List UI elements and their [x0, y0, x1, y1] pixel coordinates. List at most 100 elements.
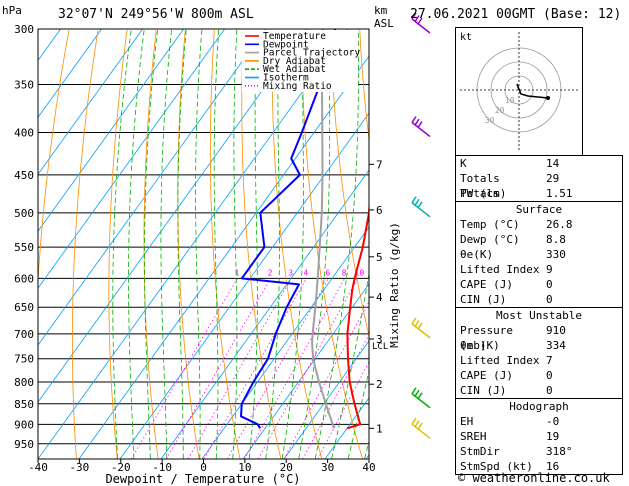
- mixing-ratio-line: [227, 278, 329, 459]
- hodo-row: EH -0: [460, 415, 560, 428]
- mixing-ratio-label: 6: [325, 268, 330, 277]
- wet-adiabat: [144, 29, 159, 459]
- mixing-ratio-label: 3: [288, 268, 293, 277]
- pressure-tick-label: 850: [14, 398, 34, 411]
- isotherm-line: [283, 340, 369, 459]
- datetime-title: 27.06.2021 00GMT (Base: 12): [410, 7, 621, 22]
- parcel-trajectory-line: [311, 29, 335, 429]
- km-tick-label: 1: [376, 422, 383, 435]
- wet-adiabat: [298, 29, 331, 459]
- credit-text: © weatheronline.co.uk: [458, 471, 610, 485]
- wet-adiabat: [177, 29, 187, 459]
- unstable-row: Lifted Index 7: [460, 354, 553, 367]
- wet-adiabat: [112, 29, 132, 459]
- wind-barb: [411, 12, 431, 34]
- km-tick-label: 5: [376, 251, 383, 264]
- pressure-tick-label: 800: [14, 376, 34, 389]
- basic-indices: K 14 Totals Totals 29 PW (cm) 1.51: [455, 155, 623, 202]
- mixing-ratio-label: 1: [234, 268, 239, 277]
- wet-adiabat: [364, 439, 369, 459]
- unstable-row: Pressure (mb) 910: [460, 324, 566, 352]
- pressure-tick-label: 350: [14, 78, 34, 91]
- isotherm-line: [119, 112, 369, 459]
- wind-barb: [411, 196, 431, 218]
- surface-row: CIN (J) 0: [460, 293, 553, 306]
- pressure-tick-label: 600: [14, 272, 34, 285]
- mixing-ratio-line: [302, 333, 369, 459]
- wet-adiabat: [213, 29, 220, 459]
- x-tick-label: 30: [321, 461, 334, 474]
- km-label: km: [374, 4, 388, 17]
- index-row-totals: Totals Totals 29: [460, 172, 560, 200]
- lcl-label: LCL: [372, 342, 388, 352]
- dry-adiabat: [209, 30, 241, 459]
- pressure-tick-label: 750: [14, 353, 34, 366]
- mixing-ratio-line: [165, 278, 271, 459]
- pressure-tick-label: 450: [14, 169, 34, 182]
- hodo-row: StmSpd (kt) 16: [460, 460, 560, 473]
- hodograph-trace: [516, 83, 549, 99]
- surface-row: Lifted Index 9: [460, 263, 553, 276]
- legend-entry: Dewpoint: [263, 39, 309, 50]
- mixing-ratio-line: [187, 278, 292, 459]
- isotherm-line: [242, 283, 369, 459]
- hodograph-box: Hodograph EH -0 SREH 19 StmDir 318° StmSpd …: [455, 399, 623, 475]
- legend-entry: Dry Adiabat: [263, 56, 326, 67]
- km-tick-label: 6: [376, 204, 383, 217]
- dry-adiabat: [330, 30, 369, 338]
- x-tick-label: -40: [28, 461, 48, 474]
- hodograph: kt 10 20 30: [455, 27, 583, 157]
- pressure-tick-label: 400: [14, 127, 34, 140]
- isotherm-line: [38, 29, 307, 403]
- isotherm-line: [160, 169, 369, 459]
- pressure-tick-label: 300: [14, 23, 34, 36]
- legend-entry: Wet Adiabat: [263, 64, 326, 75]
- x-tick-label: -30: [69, 461, 89, 474]
- legend-entry: Temperature: [263, 31, 326, 42]
- dewpoint-line: [240, 29, 337, 429]
- indices-panel: K 14 Totals Totals 29 PW (cm) 1.51 Surface …: [455, 155, 623, 475]
- wet-adiabat: [265, 29, 280, 459]
- asl-label: ASL: [374, 17, 394, 30]
- pressure-tick-label: 550: [14, 241, 34, 254]
- surface-row: Temp (°C) 26.8: [460, 218, 573, 231]
- dry-adiabat: [177, 30, 200, 459]
- hodograph-ring-label: 20: [495, 106, 505, 115]
- most-unstable-box: Most Unstable Pressure (mb) 910 θe (K) 334…: [455, 308, 623, 399]
- wet-adiabat: [128, 29, 145, 459]
- isotherm-line: [38, 29, 184, 232]
- wet-adiabat: [195, 29, 203, 459]
- hodo-row: StmDir 318°: [460, 445, 573, 458]
- location-title: 32°07'N 249°56'W 800m ASL: [58, 7, 254, 22]
- pressure-tick-label: 500: [14, 207, 34, 220]
- wind-barb: [411, 317, 431, 339]
- wet-adiabat: [331, 271, 369, 459]
- dry-adiabat: [72, 30, 99, 459]
- isotherm-line: [38, 29, 266, 346]
- wet-adiabat: [160, 29, 172, 459]
- wind-barb: [411, 116, 431, 138]
- mixing-ratio-label: 10: [355, 268, 365, 277]
- isotherm-line: [38, 29, 225, 289]
- x-tick-label: -20: [111, 461, 131, 474]
- x-tick-label: -10: [152, 461, 172, 474]
- legend-entry: Parcel Trajectory: [263, 48, 361, 59]
- dry-adiabat: [271, 30, 323, 459]
- hodo-row: SREH 19: [460, 430, 560, 443]
- isotherm-line: [78, 55, 369, 459]
- mixing-ratio-label: 8: [342, 268, 347, 277]
- surface-row: CAPE (J) 0: [460, 278, 553, 291]
- hodograph-ring-label: 30: [485, 116, 495, 125]
- wind-barb: [411, 417, 431, 439]
- km-tick-label: 4: [376, 291, 383, 304]
- mixing-ratio-line: [130, 278, 238, 459]
- mixing-ratio-axis-label: Mixing Ratio (g/kg): [388, 222, 401, 348]
- x-tick-label: 40: [362, 461, 375, 474]
- x-tick-label: 0: [200, 461, 207, 474]
- mixing-ratio-label: 25: [410, 268, 420, 277]
- km-tick-label: 2: [376, 378, 383, 391]
- pressure-tick-label: 700: [14, 328, 34, 341]
- most-unstable-title: Most Unstable: [495, 309, 583, 322]
